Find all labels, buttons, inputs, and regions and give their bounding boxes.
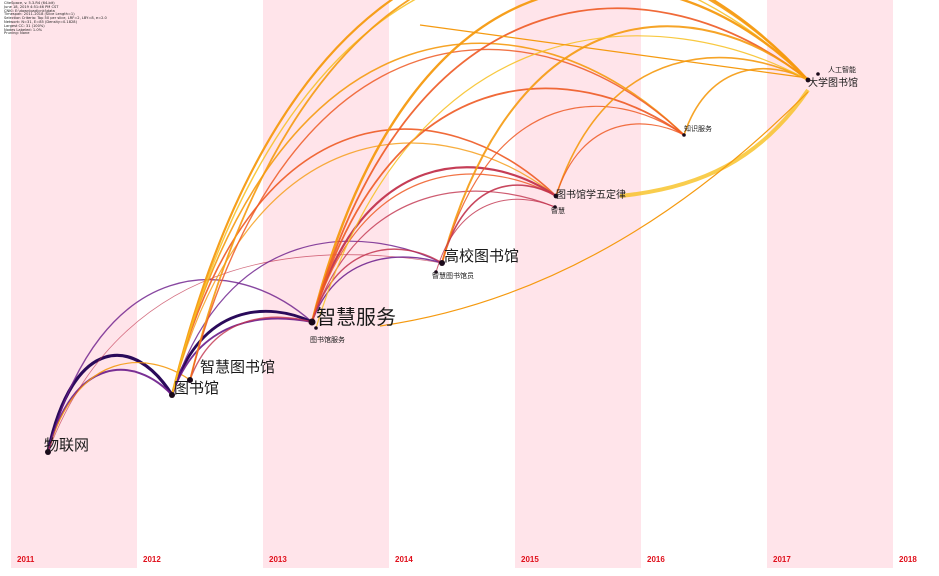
year-label-2015: 2015 — [521, 555, 539, 564]
edge-libsvc-univlib17 — [315, 35, 809, 329]
year-label-2012: 2012 — [143, 555, 161, 564]
edge-lib-fivelaws — [171, 142, 557, 396]
year-band-2017 — [767, 0, 893, 568]
edge-lib-univlib17 — [171, 0, 809, 396]
node-iot — [45, 449, 51, 455]
node-label-ai: 人工智能 — [828, 65, 856, 74]
meta-line: Nodes Labeled: 1.0% — [4, 27, 43, 32]
edge-univ-univlib17 — [441, 25, 809, 264]
edges-layer — [46, 0, 810, 454]
edge-iot-lib — [46, 353, 174, 454]
node-label-smartlibrarian: 智慧图书馆员 — [432, 271, 474, 280]
year-label-2014: 2014 — [395, 555, 413, 564]
node-label-iot: 物联网 — [44, 436, 89, 454]
edge-long — [419, 24, 809, 79]
node-smartsvc — [308, 318, 316, 326]
node-label-univlib17: 大学图书馆 — [808, 76, 858, 89]
meta-line: Pruning: None — [4, 31, 30, 36]
edge-smartlib-univlib17 — [189, 0, 809, 381]
meta-line: CiteSpace, v. 5.3.R4 (64-bit) — [4, 1, 55, 5]
edge-smartsvc-knowsvc — [311, 87, 685, 323]
year-label-2011: 2011 — [17, 555, 35, 564]
node-label-knowsvc: 知识服务 — [684, 124, 712, 133]
node-label-lib: 图书馆 — [174, 379, 219, 397]
edge-knowsvc-univlib17 — [683, 67, 809, 136]
year-axis-labels: 2011 2012 2013 2014 2015 2016 2017 2018 — [17, 555, 917, 564]
meta-line: Largest CC: 31 (100%) — [4, 23, 45, 28]
edge-iot-univ — [47, 254, 443, 453]
year-label-2016: 2016 — [647, 555, 665, 564]
node-knowsvc — [682, 133, 686, 137]
node-smartlibrarian — [434, 270, 438, 274]
nodes-layer — [45, 72, 820, 455]
edge-smartsvc-univ — [311, 248, 443, 323]
node-univ — [439, 260, 445, 266]
node-label-univ: 高校图书馆 — [444, 247, 519, 265]
node-label-fivelaws: 图书馆学五定律 — [556, 188, 626, 201]
edge-smartsvc-univlib17 — [310, 0, 810, 324]
edge-lib-smartsvc — [170, 309, 314, 397]
edge-iot-smartlib — [47, 362, 191, 453]
edge-lib-univlib17 — [170, 0, 810, 397]
node-lib — [169, 392, 175, 398]
meta-line: CNKI: E:\download\cnki\data — [4, 8, 55, 13]
edge-smartlib-smartsvc — [189, 316, 313, 381]
edge-smartsvc-univ — [311, 256, 443, 323]
node-fivelaws — [553, 193, 559, 199]
node-wisdom — [553, 205, 557, 209]
node-univlib17 — [805, 77, 811, 83]
node-label-smartlib: 智慧图书馆 — [200, 358, 275, 376]
edge-univ-knowsvc — [441, 105, 685, 264]
meta-line: Network: N=31, E=85 (Density=0.1828) — [4, 19, 77, 24]
edge-lib-fivelaws — [171, 128, 557, 396]
year-band-2011 — [11, 0, 137, 568]
meta-line: Timespan: 2011-2018 (Slice Length=1) — [4, 12, 75, 17]
meta-line: June 18, 2019 4:51:46 PM CST — [4, 4, 59, 9]
edge-lib-knowsvc — [171, 42, 685, 396]
meta-line: Selection Criteria: Top 50 per slice, LR… — [4, 16, 107, 21]
edge-smartsvc-fivelaws — [310, 166, 558, 324]
edge-fivelaws-knowsvc — [555, 123, 685, 197]
year-band-2015 — [515, 0, 641, 568]
edge-smartlib-knowsvc — [189, 48, 685, 381]
node-label-wisdom: 智慧 — [551, 206, 565, 215]
metadata-block: CiteSpace, v. 5.3.R4 (64-bit) June 18, 2… — [4, 1, 107, 36]
node-smartlib — [187, 377, 193, 383]
edge-smartlibrarian-wisdom — [435, 198, 556, 273]
edge-fivelaws-univlib17 — [555, 56, 809, 197]
year-label-2018: 2018 — [899, 555, 917, 564]
node-ai — [816, 72, 820, 76]
edge-smartsvc-fivelaws — [311, 173, 557, 323]
node-libsvc — [314, 326, 318, 330]
year-label-2013: 2013 — [269, 555, 287, 564]
year-label-2017: 2017 — [773, 555, 791, 564]
node-label-libsvc: 图书馆服务 — [310, 335, 345, 344]
year-bands — [11, 0, 893, 568]
node-label-smartsvc: 智慧服务 — [316, 305, 396, 329]
edge-iot-smartsvc — [47, 278, 313, 453]
edge-smartsvc-univlib17 — [311, 7, 809, 323]
edge-svc-2017 — [379, 91, 809, 327]
